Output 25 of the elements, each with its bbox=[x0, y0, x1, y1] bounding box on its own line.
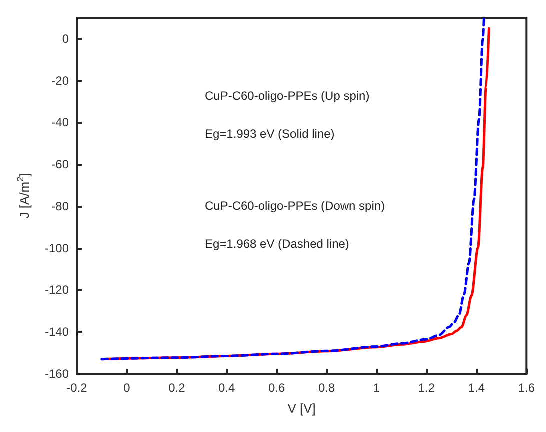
x-tick-label: 0.8 bbox=[318, 381, 336, 395]
annotation: CuP-C60-oligo-PPEs (Down spin) bbox=[205, 199, 386, 213]
y-tick-label: -60 bbox=[52, 158, 70, 172]
y-tick-label: -120 bbox=[44, 283, 70, 298]
y-tick-label: -80 bbox=[52, 199, 70, 214]
y-tick-label: 0 bbox=[62, 32, 70, 46]
x-tick-label: -0.2 bbox=[66, 381, 88, 395]
annotation: Eg=1.968 eV (Dashed line) bbox=[205, 237, 350, 251]
x-tick-label: 0.2 bbox=[168, 381, 186, 395]
y-tick-label: -20 bbox=[52, 74, 70, 88]
y-tick-label: -160 bbox=[44, 367, 70, 381]
annotation: Eg=1.993 eV (Solid line) bbox=[205, 127, 335, 141]
x-tick-label: 0 bbox=[124, 381, 131, 395]
x-tick-label: 1.2 bbox=[418, 381, 436, 395]
y-axis-title: J [A/m2] bbox=[16, 173, 32, 219]
x-axis-title: V [V] bbox=[288, 401, 316, 416]
y-tick-label: -100 bbox=[44, 241, 70, 256]
x-tick-label: 1 bbox=[373, 381, 380, 395]
x-tick-label: 0.6 bbox=[268, 381, 286, 395]
annotation: CuP-C60-oligo-PPEs (Up spin) bbox=[205, 89, 370, 103]
x-tick-label: 1.6 bbox=[518, 381, 536, 395]
y-tick-label: -140 bbox=[44, 325, 70, 340]
x-tick-label: 1.4 bbox=[468, 381, 486, 395]
x-tick-label: 0.4 bbox=[218, 381, 236, 395]
y-tick-label: -40 bbox=[52, 116, 70, 130]
